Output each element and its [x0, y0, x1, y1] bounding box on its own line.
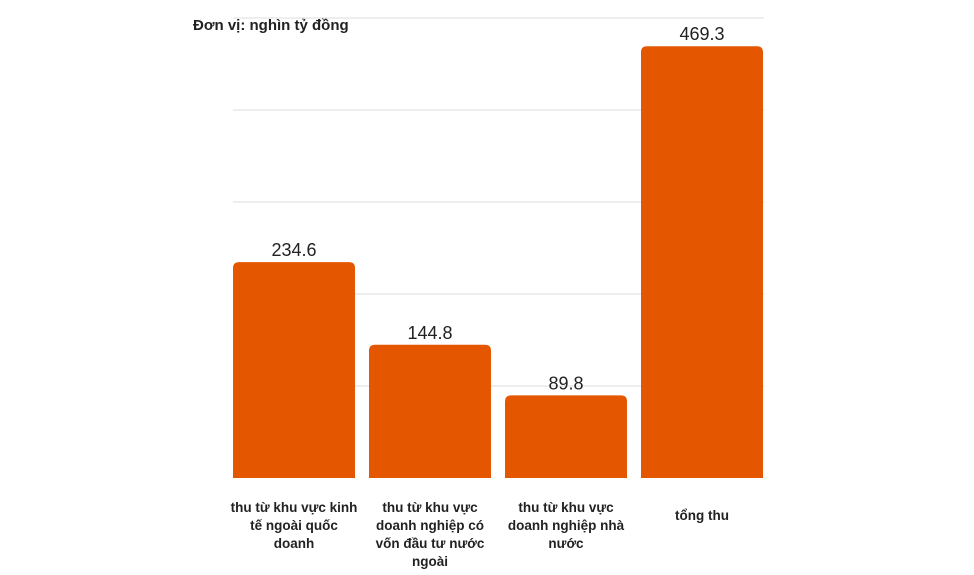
bar	[233, 262, 355, 478]
category-label: thu từ khu vực kinh tế ngoài quốc doanh	[230, 500, 358, 551]
bar	[369, 344, 491, 478]
data-label: 144.8	[407, 323, 452, 343]
bar	[505, 395, 627, 478]
category-label: thu từ khu vực doanh nghiệp nhà nước	[507, 500, 625, 551]
data-label: 469.3	[679, 24, 724, 44]
bar	[641, 46, 763, 479]
data-label: 89.8	[548, 373, 583, 393]
data-label: 234.6	[271, 240, 316, 260]
category-label: tổng thu	[675, 508, 729, 523]
unit-label: Đơn vị: nghìn tỷ đồng	[193, 17, 349, 34]
category-label: thu từ khu vực doanh nghiệp có vốn đầu t…	[375, 500, 485, 569]
